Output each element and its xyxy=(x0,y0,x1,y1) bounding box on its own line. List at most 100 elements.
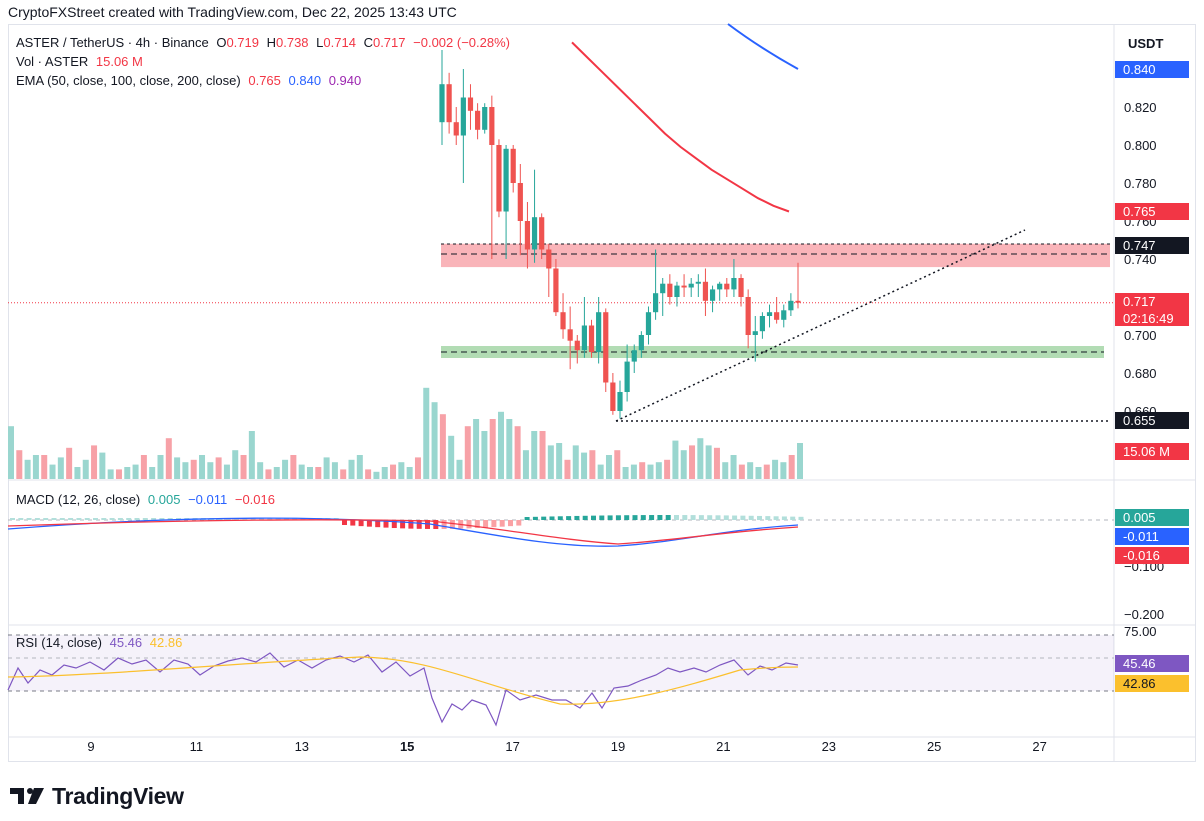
volume-bar xyxy=(24,459,31,479)
volume-bar xyxy=(506,419,513,479)
volume-bar xyxy=(788,455,795,479)
volume-bar xyxy=(722,462,729,479)
legend-macd-row: MACD (12, 26, close) 0.005 −0.011 −0.016 xyxy=(16,492,279,507)
macd-hist-bar xyxy=(798,516,804,520)
candle-body xyxy=(645,312,652,335)
macd-hist-bar xyxy=(665,515,671,520)
volume-bar xyxy=(124,467,131,479)
volume-bar xyxy=(473,419,480,479)
candle-body xyxy=(695,281,701,284)
legend-low: 0.714 xyxy=(323,35,356,50)
legend-close-label: C xyxy=(363,35,373,50)
time-tick-label: 9 xyxy=(87,739,94,754)
bar-countdown: 02:16:49 xyxy=(1123,311,1174,326)
macd-hist-bar xyxy=(715,515,721,520)
volume-bar xyxy=(315,467,322,479)
volume-bar xyxy=(49,464,56,479)
volume-bar xyxy=(323,457,330,479)
candle-body xyxy=(517,183,523,221)
last-price-badge: 0.717 02:16:49 xyxy=(1115,293,1189,326)
time-tick-label: 21 xyxy=(716,739,730,754)
volume-bar xyxy=(57,457,64,479)
volume-bar xyxy=(531,431,538,479)
macd-hist-bar xyxy=(117,518,123,520)
volume-bar xyxy=(215,457,222,479)
macd-hist-bar xyxy=(574,515,580,520)
volume-bar xyxy=(755,467,762,479)
time-tick-label: 11 xyxy=(190,739,204,754)
macd-hist-bar xyxy=(159,518,165,520)
volume-bar xyxy=(614,450,621,479)
macd-hist-bar xyxy=(773,516,779,520)
candle-body xyxy=(788,300,794,311)
candle-body xyxy=(567,329,573,341)
legend-macd-signal: −0.016 xyxy=(234,492,275,507)
price-tick-label: 0.820 xyxy=(1124,100,1157,115)
macd-hist-bar xyxy=(383,520,389,528)
macd-signal-line xyxy=(7,519,799,545)
candle-body xyxy=(539,217,545,250)
macd-signal-badge: -0.016 xyxy=(1115,547,1189,564)
volume-bar xyxy=(622,467,629,479)
candle-body xyxy=(731,278,737,290)
volume-bar xyxy=(630,464,637,479)
macd-hist-bar xyxy=(250,518,256,520)
volume-bar xyxy=(689,445,696,479)
candle-body xyxy=(489,107,495,145)
price-unit[interactable]: USDT xyxy=(1128,36,1164,51)
rsi-tick-label: 75.00 xyxy=(1124,624,1157,639)
legend-low-label: L xyxy=(316,35,324,50)
macd-hist-bar xyxy=(790,516,796,520)
macd-hist-bar xyxy=(690,515,696,520)
macd-hist-bar xyxy=(93,518,98,520)
legend-rsi-row: RSI (14, close) 45.46 42.86 xyxy=(16,635,186,650)
volume-bar xyxy=(115,469,122,479)
macd-hist-bar xyxy=(142,518,148,520)
tradingview-logo[interactable]: TradingView xyxy=(10,782,184,810)
volume-bar xyxy=(165,438,172,479)
volume-bar xyxy=(140,455,147,479)
volume-bar xyxy=(348,459,355,479)
macd-hist-bar xyxy=(624,515,630,520)
macd-hist-bar xyxy=(615,515,621,520)
candle-body xyxy=(795,300,801,303)
volume-bar xyxy=(190,459,197,479)
legend-change: −0.002 (−0.28%) xyxy=(413,35,510,50)
macd-hist-bar xyxy=(657,515,663,520)
rsi-badge: 45.46 xyxy=(1115,655,1189,672)
volume-bar xyxy=(265,469,272,479)
ema100-badge: 0.840 xyxy=(1115,61,1189,78)
legend-high: 0.738 xyxy=(276,35,309,50)
macd-hist-bar xyxy=(599,515,605,520)
macd-hist-bar xyxy=(449,520,455,529)
candle-body xyxy=(496,145,502,212)
volume-bar xyxy=(365,469,372,479)
price-tick-label: 0.780 xyxy=(1124,176,1157,191)
legend-open-label: O xyxy=(216,35,227,50)
volume-bar xyxy=(331,462,338,479)
candle-body xyxy=(610,382,616,411)
volume-bar xyxy=(713,447,720,479)
volume-bar xyxy=(207,462,214,479)
legend-ema50: 0.765 xyxy=(248,73,281,88)
legend-ema200: 0.940 xyxy=(328,73,362,88)
macd-hist-bar xyxy=(474,520,480,529)
volume-bar xyxy=(82,459,89,479)
candle-body xyxy=(717,283,723,290)
tradingview-logo-icon xyxy=(10,788,44,804)
candle-body xyxy=(475,110,481,130)
macd-hist-bar xyxy=(491,520,497,528)
macd-hist-bar xyxy=(26,518,32,520)
macd-hist-bar xyxy=(516,520,522,526)
macd-hist-bar xyxy=(674,515,679,520)
macd-hist-bar xyxy=(51,518,57,520)
legend-ema-label: EMA (50, close, 100, close, 200, close) xyxy=(16,73,241,88)
ascending-trendline xyxy=(615,229,1026,422)
candle-body xyxy=(688,283,694,288)
volume-bar xyxy=(747,462,754,479)
price-tick-label: 0.800 xyxy=(1124,138,1157,153)
candle-body xyxy=(446,84,452,123)
macd-hist-bar xyxy=(259,518,264,520)
macd-hist-bar xyxy=(126,518,132,520)
